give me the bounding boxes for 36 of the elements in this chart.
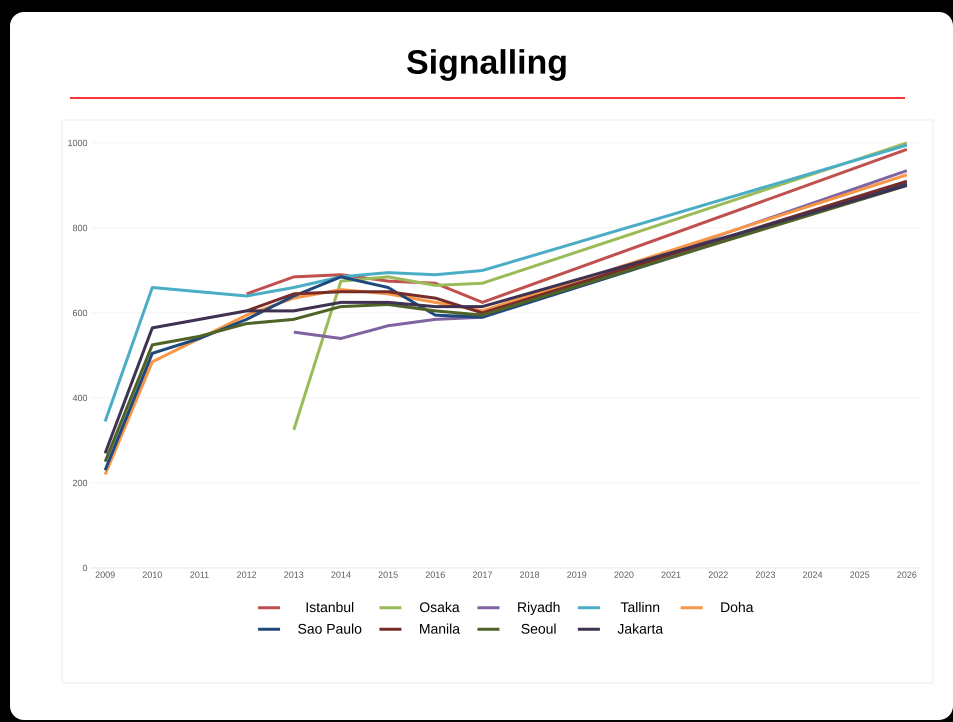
line-series — [245, 148, 908, 304]
y-tick-label: 400 — [72, 394, 88, 402]
x-tick-label: 2017 — [472, 572, 492, 578]
legend-label: Jakarta — [618, 624, 664, 634]
legend-label: Seoul — [522, 624, 556, 634]
line-series — [104, 144, 908, 423]
y-tick-label: 1000 — [68, 140, 88, 146]
x-tick-label: 2025 — [850, 572, 870, 578]
y-tick-label: 800 — [72, 224, 88, 232]
x-tick-label: 2024 — [803, 572, 822, 578]
x-tick-label: 2018 — [520, 572, 540, 578]
chart-title: Signalling — [407, 49, 566, 81]
x-tick-label: 2026 — [897, 572, 916, 578]
x-tick-label: 2011 — [190, 572, 209, 578]
x-tick-label: 2021 — [662, 572, 681, 578]
legend-label: Istanbul — [306, 602, 354, 612]
x-tick-label: 2022 — [708, 572, 728, 578]
x-tick-label: 2014 — [331, 572, 351, 578]
x-tick-label: 2009 — [96, 572, 115, 578]
y-tick-label: 200 — [72, 480, 88, 486]
legend-label: Riyadh — [518, 602, 560, 615]
x-tick-label: 2013 — [284, 572, 304, 578]
x-tick-label: 2020 — [614, 572, 634, 578]
legend-label: Manila — [420, 624, 460, 634]
x-tick-label: 2012 — [237, 572, 256, 578]
x-tick-label: 2019 — [567, 572, 586, 578]
x-tick-label: 2023 — [756, 572, 775, 578]
y-tick-label: 600 — [72, 310, 88, 316]
legend-label: Sao Paulo — [298, 624, 362, 634]
legend-label: Tallinn — [620, 602, 660, 612]
legend-label: Doha — [721, 602, 754, 612]
x-tick-label: 2010 — [142, 572, 162, 578]
y-tick-label: 0 — [82, 564, 88, 572]
legend-label: Osaka — [420, 602, 460, 612]
x-tick-label: 2015 — [378, 572, 398, 578]
x-tick-label: 2016 — [426, 572, 445, 578]
